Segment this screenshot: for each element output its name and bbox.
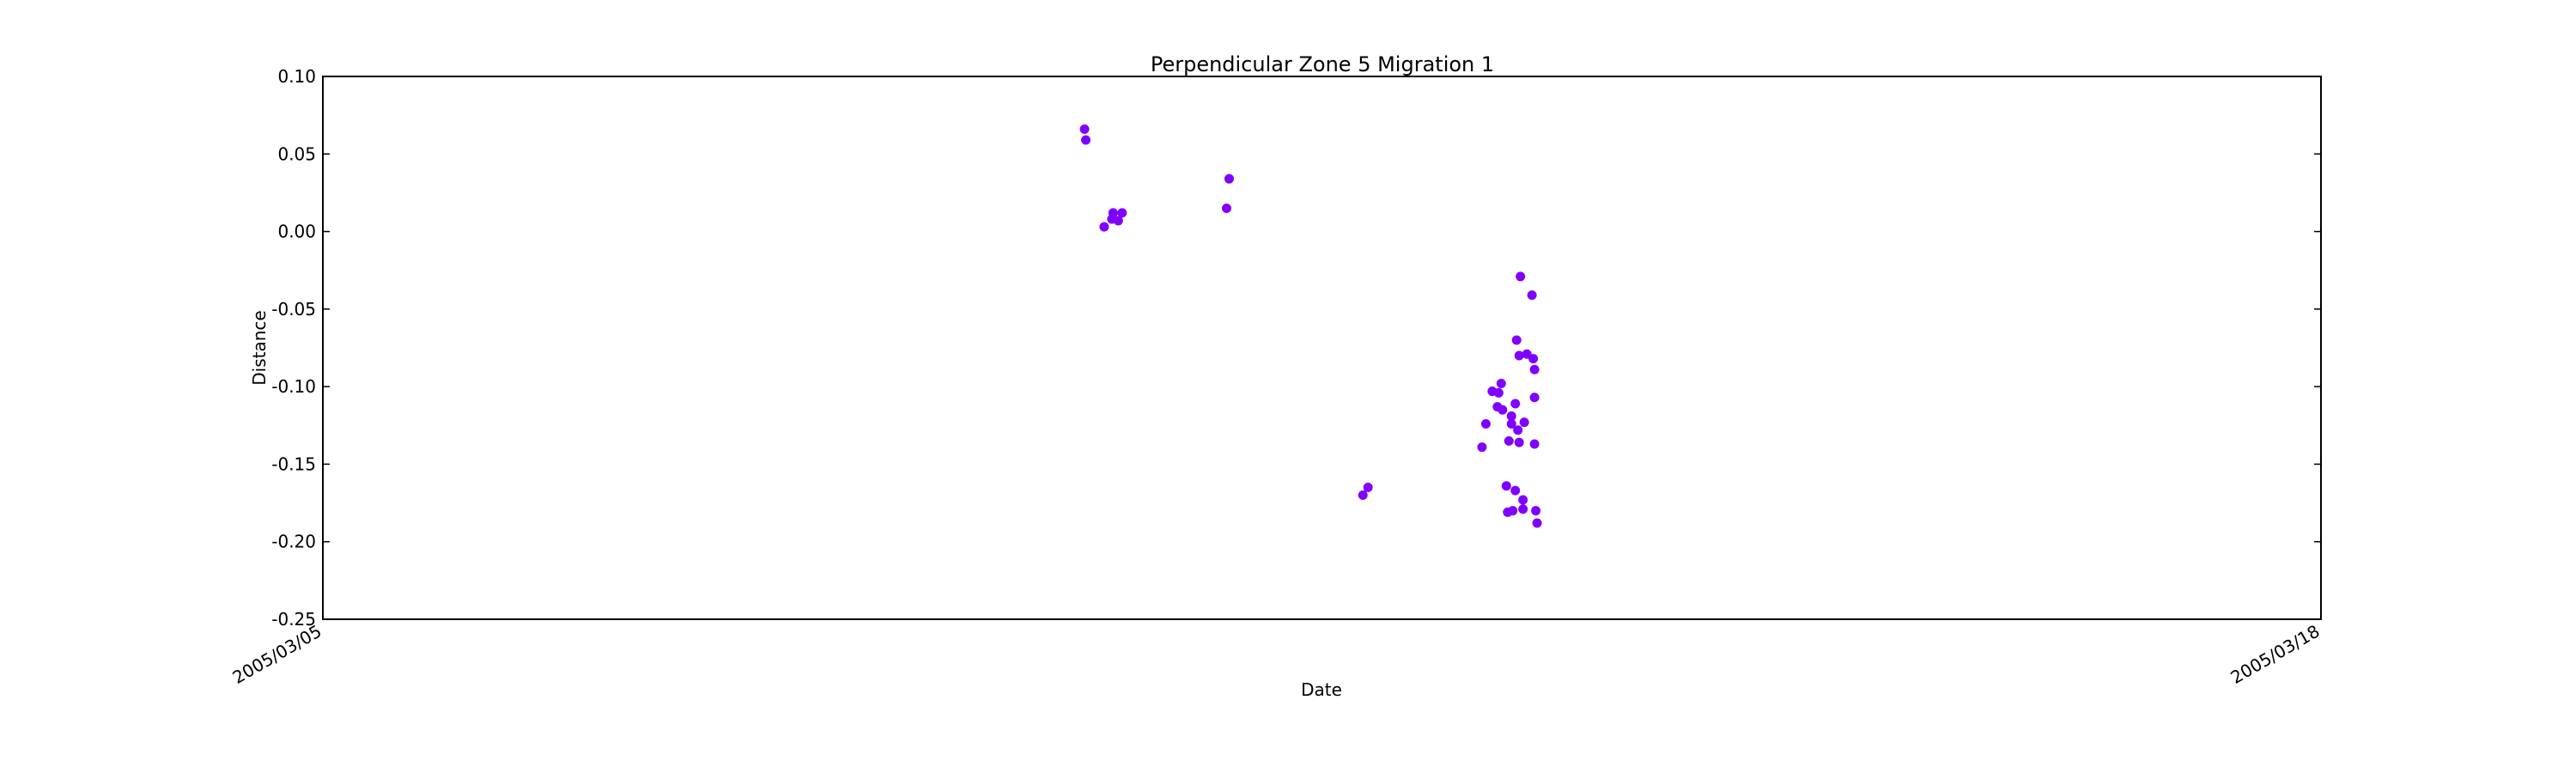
- y-tick-label: -0.25: [271, 609, 316, 630]
- chart-title: Perpendicular Zone 5 Migration 1: [1151, 52, 1494, 76]
- y-tick-label: -0.15: [271, 453, 316, 474]
- data-point: [1518, 495, 1528, 505]
- data-point: [1531, 506, 1541, 516]
- data-point: [1358, 490, 1368, 501]
- y-tick-label: -0.20: [271, 532, 316, 552]
- plot-frame: [322, 76, 2322, 620]
- data-point: [1117, 208, 1127, 218]
- y-tick-label: 0.10: [277, 66, 316, 87]
- x-axis-label: Date: [1301, 679, 1342, 700]
- data-point: [1508, 506, 1518, 516]
- data-point: [1529, 364, 1540, 374]
- data-point: [1514, 350, 1524, 361]
- data-point: [1511, 335, 1522, 345]
- data-point: [1510, 399, 1521, 409]
- data-point: [1498, 405, 1508, 415]
- data-point: [1532, 518, 1542, 528]
- data-point: [1493, 387, 1504, 398]
- data-point: [1529, 393, 1540, 403]
- data-point: [1516, 271, 1526, 282]
- y-axis-label: Distance: [249, 310, 270, 385]
- data-point: [1224, 173, 1234, 184]
- data-point: [1501, 481, 1511, 491]
- y-tick-label: -0.05: [271, 299, 316, 320]
- y-axis-ticks: 0.10 0.05 0.00 -0.05 -0.10 -0.15 -0.20 -0.25: [271, 66, 2321, 630]
- data-point: [1527, 290, 1537, 301]
- data-point: [1528, 354, 1539, 364]
- data-point: [1363, 483, 1373, 493]
- data-point: [1519, 417, 1529, 428]
- data-point: [1514, 437, 1524, 447]
- data-point: [1099, 222, 1109, 232]
- scatter-points: [1079, 124, 1542, 528]
- y-tick-label: 0.05: [277, 143, 316, 164]
- data-point: [1477, 442, 1487, 453]
- data-point: [1108, 208, 1118, 218]
- y-tick-label: -0.10: [271, 376, 316, 397]
- data-point: [1480, 418, 1491, 429]
- data-point: [1513, 425, 1523, 435]
- data-point: [1506, 411, 1516, 421]
- y-tick-label: 0.00: [277, 222, 316, 242]
- data-point: [1079, 124, 1090, 134]
- data-point: [1113, 216, 1123, 226]
- data-point: [1518, 504, 1528, 514]
- data-point: [1529, 439, 1540, 449]
- data-point: [1221, 203, 1231, 213]
- data-point: [1510, 485, 1521, 496]
- data-point: [1496, 379, 1506, 389]
- data-point: [1504, 435, 1514, 446]
- data-point: [1081, 135, 1091, 145]
- data-point: [1522, 349, 1532, 359]
